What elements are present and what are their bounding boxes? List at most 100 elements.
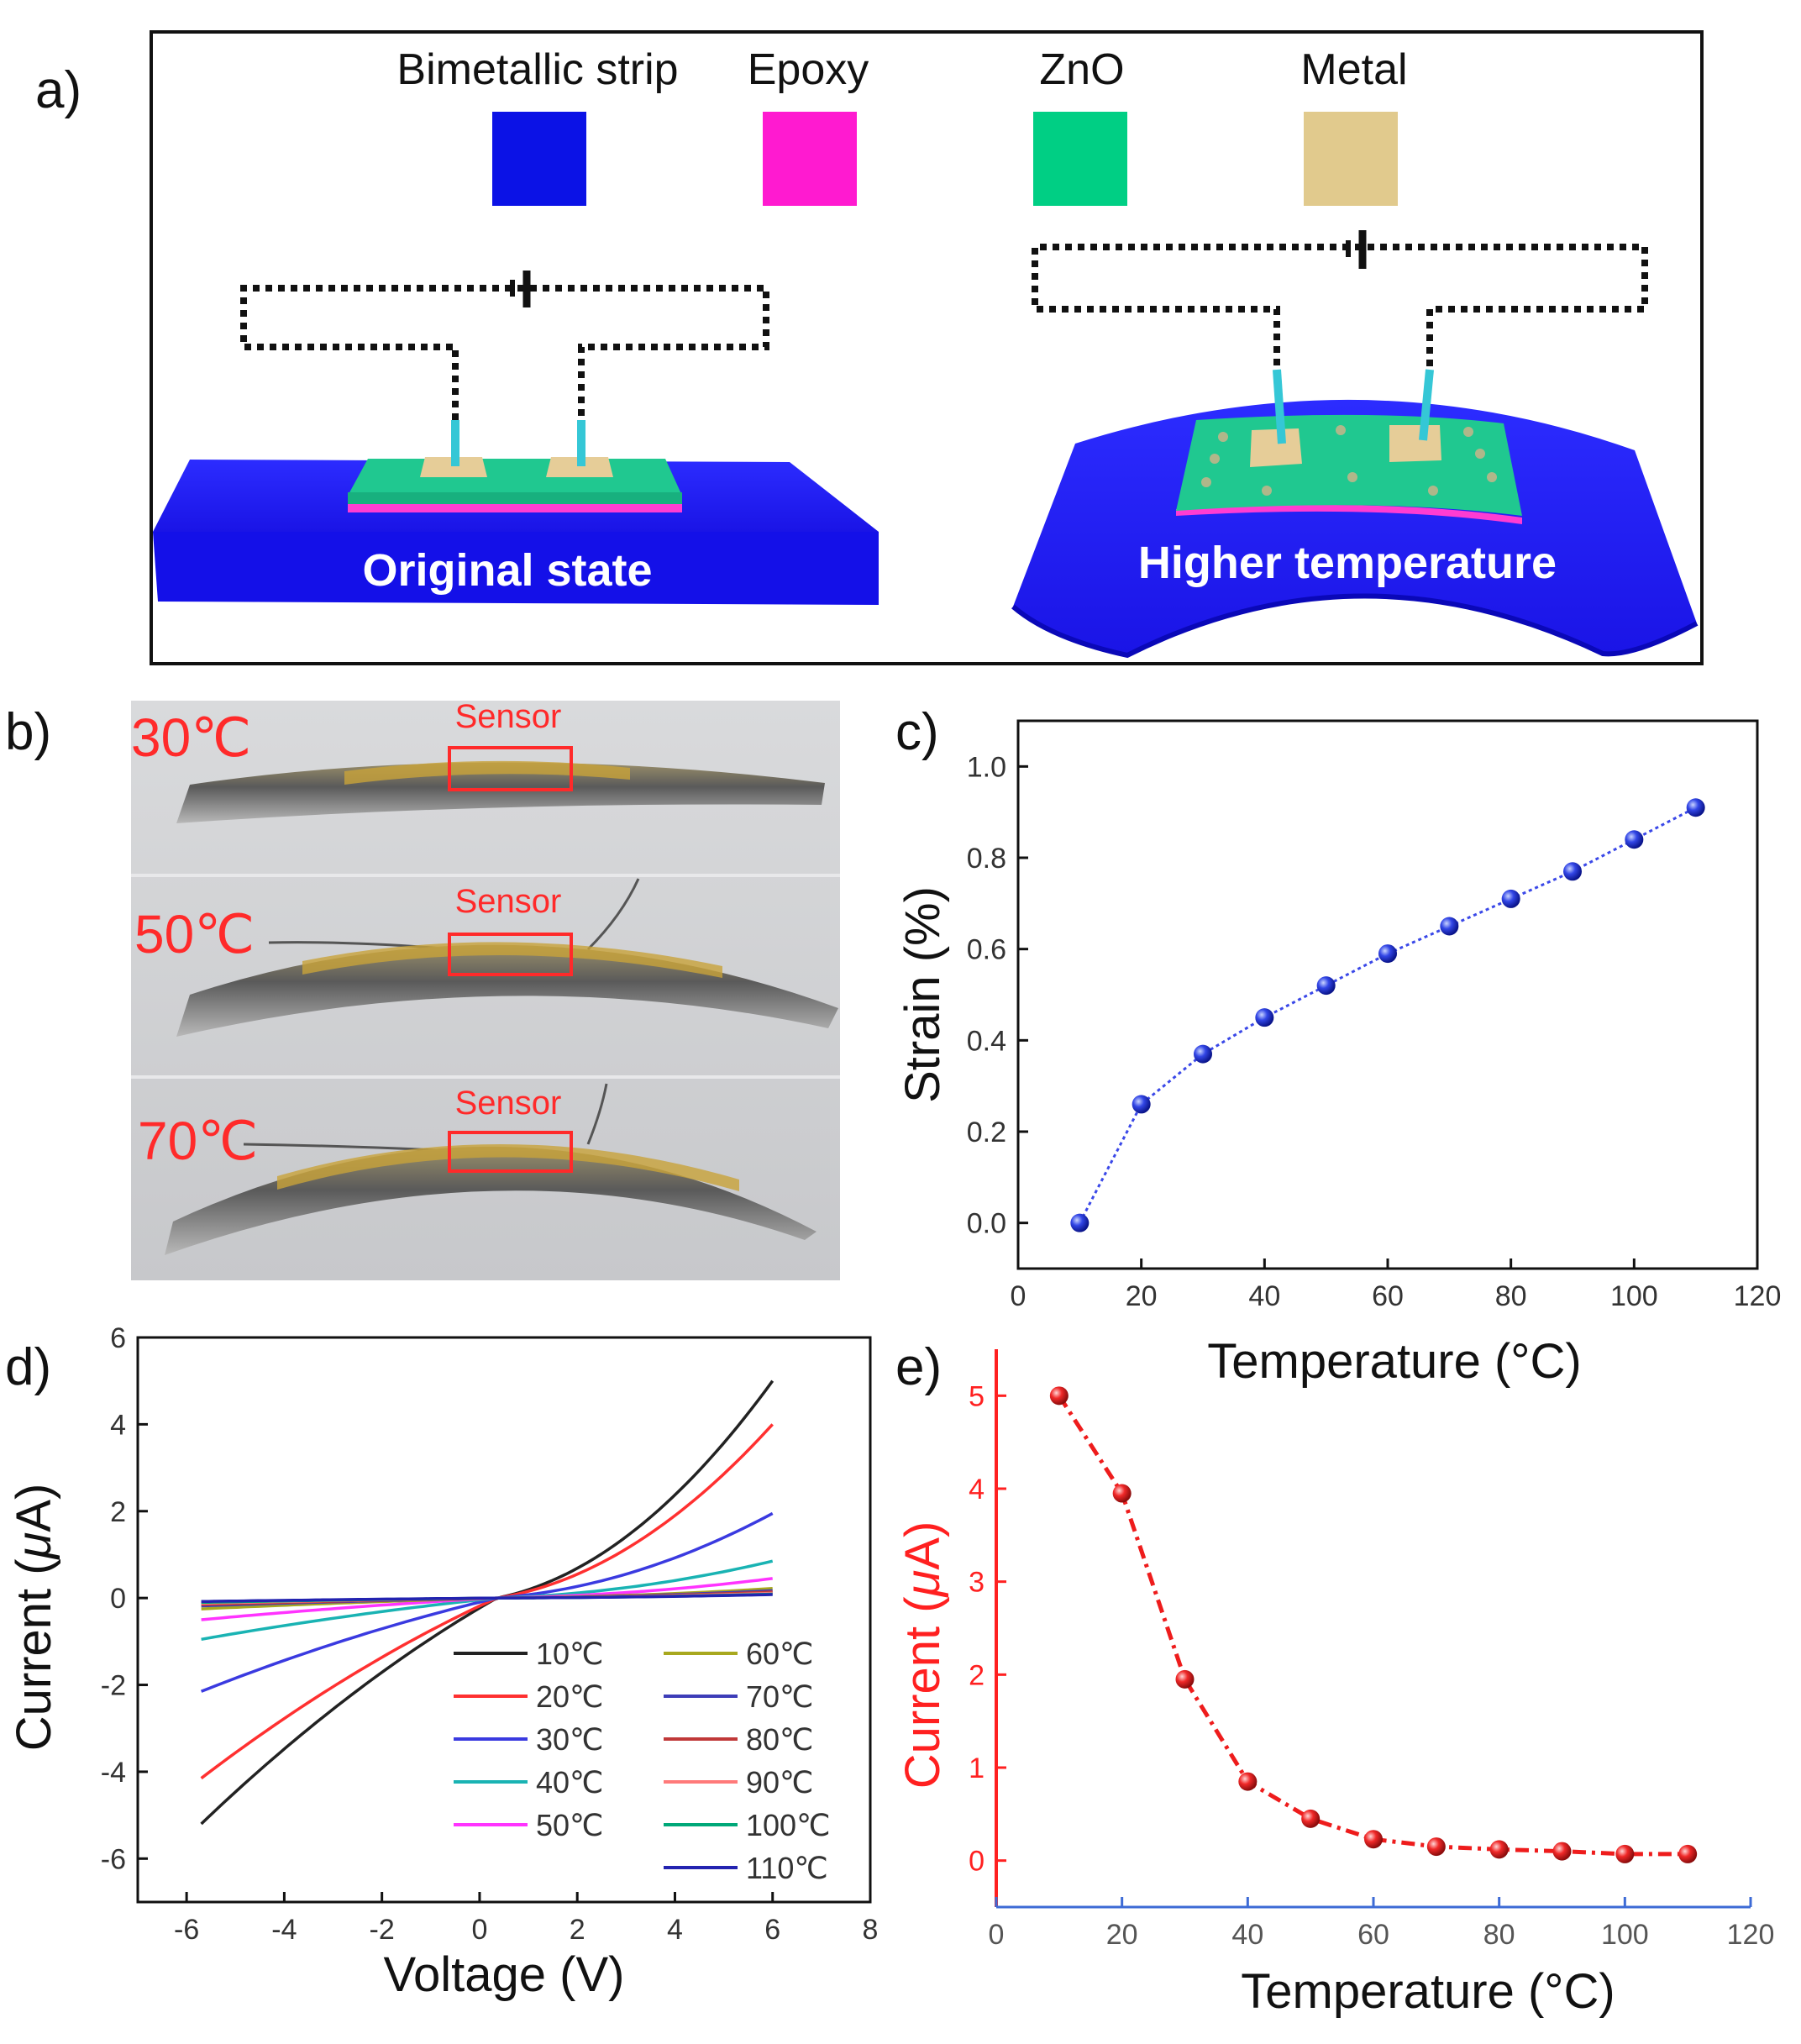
legend-label-metal: Metal [1300,45,1407,94]
photo-50c: 50℃ Sensor [134,878,838,1037]
chart-d-xtick-label: 2 [570,1914,585,1946]
dotted-circuit-right [1032,244,1648,378]
legend-label-bimetallic-strip: Bimetallic strip [396,45,678,94]
chart-e-ylabel-suffix: A) [895,1521,950,1570]
metal-pad-right-1 [1250,428,1302,467]
dotted-circuit-left [240,285,769,445]
chart-d-xtick-label: -6 [174,1914,199,1946]
chart-e-ticks: 0 20 40 60 80 100 120 0 1 2 3 4 5 [969,1380,1774,1951]
device-higher-temperature: Higher temperature [1011,230,1699,659]
zno-dot [1201,477,1211,487]
chart-e-ytick-label: 1 [969,1752,985,1784]
chart-e-xlabel: Temperature (°C) [1241,1964,1615,2019]
chart-c-xtick-label: 0 [1011,1280,1027,1312]
photo-30c: 30℃ Sensor [131,698,825,823]
device-original-state: Original state [153,271,879,605]
chart-e-point [1364,1830,1383,1849]
chart-c-point [1132,1095,1151,1114]
chart-e-xtick-label: 20 [1106,1919,1138,1951]
legend-label-zno: ZnO [1039,45,1124,94]
chart-d-xlabel: Voltage (V) [384,1947,625,2002]
chart-d-legend-label: 70℃ [746,1679,813,1714]
chart-e-points [1049,1386,1698,1863]
chart-d-ticks: -6 -4 -2 0 2 4 6 8 -6 -4 -2 0 2 4 6 [101,1322,879,1946]
zno-layer-left-front [348,492,682,504]
chart-c-series-line [1078,806,1697,1224]
chart-e-ytick-label: 2 [969,1659,985,1691]
chart-e-point [1175,1669,1195,1689]
chart-e-point [1552,1842,1572,1861]
chart-c-ytick-label: 1.0 [967,751,1006,783]
chart-d-series-line [201,1593,773,1604]
chart-d-xtick-label: 0 [471,1914,487,1946]
temp-label-50c: 50℃ [134,904,255,964]
chart-e-point [1489,1840,1509,1859]
zno-dot [1347,472,1357,482]
chart-d-xtick-label: 6 [764,1914,780,1946]
sensor-box-70c [448,1131,573,1173]
chart-c-ytick-label: 0.2 [967,1117,1006,1148]
metal-pad-left-1 [420,457,487,477]
zno-layer-left [348,459,682,496]
chart-d-ylabel-prefix: Current ( [7,1558,61,1751]
chart-e-ytick-label: 0 [969,1846,985,1878]
chart-d-legend-label: 80℃ [746,1722,813,1757]
panel-label-a: a) [35,61,81,119]
legend-swatch-bimetallic-strip [492,112,586,206]
zno-dot [1262,486,1272,496]
chart-c-ytick-label: 0.0 [967,1208,1006,1240]
chart-d-frame [136,1336,872,1904]
chart-d-ytick-label: 6 [110,1322,126,1354]
chart-c-point [1255,1008,1274,1027]
chart-e-ylabel-prefix: Current ( [895,1596,950,1789]
chart-d-lines [200,1379,774,1826]
epoxy-layer-right [1176,504,1522,524]
chart-d-legend-label: 10℃ [536,1637,603,1671]
electrode-right-2 [1419,369,1434,441]
chart-e-ylabel: Current (μA) [895,1521,950,1789]
chart-d-ylabel-unit: μ [7,1532,61,1561]
bimetallic-strip-right-edge [1011,593,1699,659]
panel-b: b) 30℃ Sensor 50℃ Sensor 70℃ Sensor [5,698,840,1280]
chart-d-legend-label: 20℃ [536,1679,603,1714]
panel-c: c) 0 20 40 60 80 100 120 0.0 0.2 0.4 0.6 0.8 1.0 Tem… [895,703,1781,1389]
electrode-right-1 [1273,369,1286,444]
chart-e-ytick-label: 4 [969,1474,985,1505]
chart-c-point [1440,917,1459,936]
chart-c-frame [1016,719,1759,1270]
panel-label-e: e) [895,1338,942,1396]
chart-e-point [1301,1809,1321,1828]
chart-c-ytick-label: 0.4 [967,1025,1006,1057]
chart-e-ylabel-unit: μ [895,1570,950,1599]
chart-e-point [1049,1386,1069,1406]
zno-surface-dots [1201,425,1497,496]
panel-label-b: b) [5,703,51,761]
sensor-box-50c [448,933,573,976]
chart-d-ytick-label: 2 [110,1496,126,1528]
panel-d: d) -6 -4 -2 0 2 4 6 8 -6 -4 -2 0 2 4 6 10℃ 20℃ 30℃ 40℃ 50℃… [5,1322,878,2002]
chart-e-xtick-label: 100 [1601,1919,1649,1951]
sensor-label-70c: Sensor [455,1085,562,1122]
bimetallic-strip-right [1013,399,1697,655]
legend-swatch-zno [1033,112,1127,206]
chart-c-point [1625,830,1644,849]
caption-original-state: Original state [362,545,652,596]
chart-e-point [1678,1844,1698,1863]
zno-dot [1336,425,1346,435]
chart-d-ytick-label: 4 [110,1409,126,1441]
chart-c-point [1563,862,1582,881]
chart-c-ytick-label: 0.6 [967,934,1006,966]
panel-e: e) 0 20 40 60 80 100 120 0 1 2 3 4 5 Temperature (°C… [895,1338,1774,2019]
panel-a: a) Bimetallic strip Epoxy ZnO Metal [35,30,1704,665]
chart-c-xlabel: Temperature (°C) [1207,1334,1581,1389]
chart-d-legend-label: 90℃ [746,1765,813,1800]
chart-d-legend-label: 40℃ [536,1765,603,1800]
metal-pad-right-2 [1389,425,1441,462]
chart-e-xtick-label: 80 [1483,1919,1515,1951]
chart-c-points [1070,798,1705,1232]
chart-c-point [1070,1213,1090,1232]
chart-d-legend: 10℃ 20℃ 30℃ 40℃ 50℃ 60℃ 70℃ 80℃ 90℃ 100℃ 110℃ [454,1637,831,1885]
chart-c-xtick-label: 120 [1734,1280,1782,1312]
chart-c-xtick-label: 40 [1248,1280,1280,1312]
